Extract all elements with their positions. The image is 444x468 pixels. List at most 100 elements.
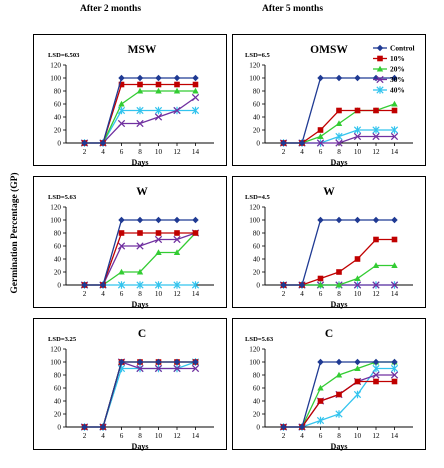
x-tick-label: 6: [319, 432, 323, 440]
data-point: [354, 378, 361, 385]
x-axis-label: Days: [331, 442, 348, 451]
data-point: [316, 139, 325, 147]
data-point: [390, 132, 399, 141]
y-tick-label: 60: [253, 385, 261, 393]
series-20pct: [81, 87, 199, 146]
data-point: [137, 230, 143, 236]
x-tick-label: 8: [138, 432, 142, 440]
data-point: [391, 358, 398, 366]
data-point: [372, 262, 380, 269]
x-tick-label: 14: [192, 432, 200, 440]
x-tick-label: 10: [354, 290, 362, 298]
series-control: [81, 358, 199, 431]
data-point: [335, 358, 343, 366]
y-tick-label: 60: [54, 243, 62, 251]
data-point: [336, 391, 342, 398]
data-point: [317, 275, 324, 282]
data-point: [155, 87, 162, 94]
x-tick-label: 14: [391, 148, 399, 156]
data-point: [391, 216, 398, 224]
series-line: [283, 238, 395, 286]
data-point: [136, 364, 144, 373]
x-tick-label: 2: [83, 290, 87, 298]
x-tick-label: 12: [372, 148, 380, 156]
data-point: [354, 365, 361, 372]
data-point: [81, 281, 88, 289]
data-point: [154, 113, 163, 121]
data-point: [373, 236, 379, 243]
data-point: [354, 107, 361, 114]
y-tick-label: 40: [253, 256, 261, 264]
y-tick-label: 20: [54, 127, 62, 135]
data-point: [155, 74, 162, 82]
chart-w-5m: 0 20 40 60 80 100 120 2 4 6 8 10 12 14 Days W LSD=4.5: [245, 186, 413, 309]
data-point: [391, 378, 398, 385]
data-point: [155, 358, 162, 366]
chart-title: W: [323, 186, 335, 198]
series-30pct: [80, 93, 200, 147]
y-tick-label: 40: [54, 256, 62, 264]
x-tick-label: 12: [372, 432, 380, 440]
data-point: [317, 358, 324, 366]
data-point: [354, 275, 361, 282]
chart-w-2m: 0 20 40 60 80 100 120 2 4 6 8 10 12 14 Days W LSD=5.63: [48, 186, 214, 309]
x-tick-label: 2: [282, 148, 286, 156]
data-point: [192, 230, 199, 236]
data-point: [174, 81, 180, 88]
legend-item-control: Control: [373, 44, 415, 53]
series-10pct: [280, 236, 398, 288]
x-tick-label: 14: [391, 432, 399, 440]
data-point: [136, 216, 144, 224]
data-point: [136, 268, 144, 275]
data-point: [353, 132, 362, 141]
y-tick-label: 120: [249, 346, 260, 354]
data-point: [136, 281, 144, 289]
data-point: [298, 423, 306, 431]
data-point: [335, 281, 343, 288]
x-tick-label: 12: [173, 290, 181, 298]
data-point: [316, 416, 325, 425]
data-point: [117, 119, 126, 128]
data-point: [136, 358, 144, 366]
series-10pct: [280, 378, 398, 430]
data-point: [372, 371, 380, 379]
y-tick-label: 120: [50, 62, 61, 70]
y-tick-label: 100: [50, 359, 61, 367]
data-point: [335, 139, 343, 147]
data-point: [280, 139, 287, 147]
x-tick-label: 6: [319, 148, 323, 156]
header-after-5-months: After 5 months: [262, 4, 324, 14]
legend-label: 10%: [390, 54, 405, 63]
chart-omsw: 0 20 40 60 80 100 120 2 4 6 8 10 12 14 Days OMSW LSD=6.5…: [245, 44, 415, 167]
y-tick-label: 40: [253, 398, 261, 406]
series-30pct: [279, 371, 399, 431]
data-point: [118, 216, 125, 224]
chart-title: MSW: [128, 44, 157, 56]
data-point: [192, 216, 199, 224]
series-control: [280, 358, 398, 431]
legend-marker: [376, 44, 384, 52]
x-tick-label: 6: [120, 148, 124, 156]
chart-title: C: [138, 328, 146, 340]
data-point: [391, 74, 398, 82]
data-point: [372, 126, 380, 134]
data-point: [117, 242, 126, 250]
data-point: [192, 87, 199, 94]
data-point: [354, 74, 361, 82]
lsd-annotation: LSD=5.63: [245, 336, 274, 343]
data-point: [118, 268, 125, 275]
series-control: [280, 74, 398, 147]
x-tick-label: 12: [372, 290, 380, 298]
y-tick-label: 80: [253, 88, 261, 96]
data-point: [155, 81, 162, 88]
y-tick-label: 20: [54, 269, 62, 277]
y-tick-label: 0: [57, 424, 61, 432]
data-point: [118, 100, 125, 107]
lsd-annotation: LSD=4.5: [245, 194, 271, 201]
data-point: [192, 74, 199, 82]
data-point: [373, 378, 379, 385]
y-tick-label: 100: [249, 217, 260, 225]
y-tick-label: 80: [253, 230, 261, 238]
y-tick-label: 100: [249, 75, 260, 83]
data-point: [298, 281, 306, 289]
